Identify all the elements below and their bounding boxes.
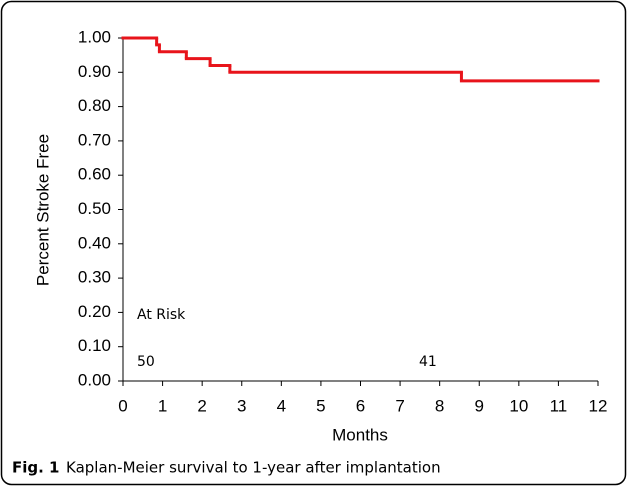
- x-tick-label: 2: [197, 396, 206, 415]
- x-tick-label: 9: [475, 396, 484, 415]
- y-tick-label: 0.10: [78, 336, 111, 355]
- x-tick-label: 4: [277, 396, 286, 415]
- x-tick-label: 0: [118, 396, 127, 415]
- x-tick-label: 3: [237, 396, 246, 415]
- y-tick-label: 0.20: [78, 302, 111, 321]
- y-tick-label: 0.00: [78, 370, 111, 389]
- x-tick-label: 10: [509, 396, 528, 415]
- caption-text: Kaplan-Meier survival to 1-year after im…: [66, 459, 441, 477]
- x-tick-label: 5: [316, 396, 325, 415]
- y-tick-label: 0.50: [78, 199, 111, 218]
- caption-label: Fig. 1: [12, 459, 59, 477]
- x-tick-label: 12: [589, 396, 608, 415]
- y-axis-label: Percent Stroke Free: [33, 134, 52, 286]
- x-axis-label: Months: [332, 425, 388, 444]
- annotation: 50: [137, 354, 155, 370]
- y-tick-label: 0.60: [78, 165, 111, 184]
- y-tick-label: 0.90: [78, 62, 111, 81]
- y-tick-label: 0.80: [78, 96, 111, 115]
- y-tick-label: 0.30: [78, 268, 111, 287]
- y-tick-label: 0.70: [78, 130, 111, 149]
- annotation: At Risk: [137, 307, 186, 323]
- y-tick-label: 1.00: [78, 27, 111, 46]
- x-tick-label: 6: [356, 396, 365, 415]
- x-tick-label: 11: [550, 396, 568, 415]
- y-tick-label: 0.40: [78, 233, 111, 252]
- x-tick-label: 7: [395, 396, 404, 415]
- x-tick-label: 8: [435, 396, 444, 415]
- x-tick-label: 1: [158, 396, 167, 415]
- annotation: 41: [419, 354, 437, 370]
